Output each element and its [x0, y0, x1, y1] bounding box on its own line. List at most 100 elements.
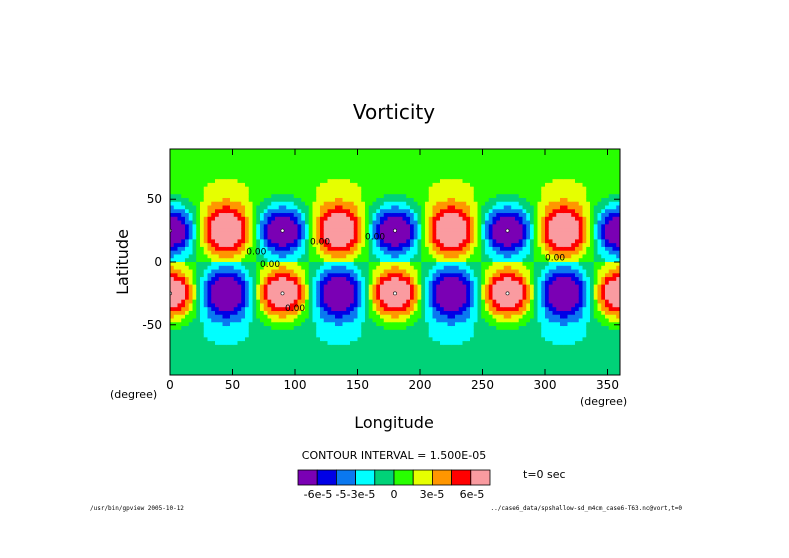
- heatmap-cell: [376, 295, 381, 301]
- heatmap-cell: [353, 213, 358, 218]
- heatmap-cell: [196, 310, 201, 316]
- heatmap-cell: [237, 216, 242, 221]
- heatmap-cell: [248, 348, 253, 353]
- heatmap-cell: [458, 337, 463, 342]
- heatmap-cell: [226, 371, 231, 375]
- heatmap-cell: [440, 209, 445, 214]
- heatmap-cell: [395, 228, 400, 233]
- heatmap-cell: [346, 280, 351, 285]
- heatmap-cell: [462, 190, 467, 195]
- heatmap-cell: [241, 333, 246, 338]
- heatmap-cell: [425, 337, 430, 342]
- heatmap-cell: [350, 160, 355, 165]
- heatmap-cell: [230, 348, 235, 353]
- heatmap-cell: [383, 333, 388, 338]
- heatmap-cell: [278, 367, 283, 372]
- heatmap-cell: [293, 367, 298, 372]
- heatmap-cell: [346, 243, 351, 248]
- heatmap-cell: [252, 167, 257, 172]
- heatmap-cell: [222, 337, 227, 342]
- heatmap-cell: [301, 284, 306, 289]
- heatmap-cell: [391, 194, 396, 199]
- heatmap-cell: [320, 243, 325, 248]
- heatmap-cell: [455, 243, 460, 248]
- heatmap-cell: [252, 179, 257, 184]
- heatmap-cell: [436, 228, 441, 233]
- heatmap-cell: [248, 307, 253, 312]
- heatmap-cell: [335, 243, 340, 248]
- heatmap-cell: [278, 359, 283, 365]
- heatmap-cell: [267, 280, 272, 285]
- heatmap-cell: [215, 213, 220, 218]
- heatmap-cell: [192, 288, 197, 293]
- heatmap-cell: [293, 160, 298, 165]
- heatmap-cell: [181, 310, 186, 316]
- heatmap-cell: [222, 356, 227, 361]
- heatmap-cell: [406, 307, 411, 312]
- heatmap-cell: [207, 239, 212, 244]
- heatmap-cell: [350, 265, 355, 270]
- heatmap-cell: [218, 269, 223, 274]
- heatmap-cell: [177, 356, 182, 361]
- heatmap-cell: [342, 175, 347, 180]
- heatmap-cell: [335, 341, 340, 346]
- heatmap-cell: [312, 182, 317, 188]
- heatmap-cell: [230, 352, 235, 357]
- heatmap-cell: [215, 356, 220, 361]
- heatmap-cell: [425, 333, 430, 338]
- heatmap-cell: [436, 258, 441, 263]
- heatmap-cell: [256, 284, 261, 289]
- heatmap-cell: [200, 363, 205, 368]
- heatmap-cell: [372, 171, 377, 176]
- heatmap-cell: [248, 175, 253, 180]
- heatmap-cell: [293, 171, 298, 176]
- heatmap-cell: [470, 152, 475, 157]
- heatmap-cell: [252, 235, 257, 240]
- heatmap-cell: [335, 216, 340, 221]
- heatmap-cell: [447, 246, 452, 252]
- heatmap-cell: [432, 186, 437, 191]
- heatmap-cell: [466, 341, 471, 346]
- heatmap-cell: [406, 182, 411, 188]
- heatmap-cell: [365, 269, 370, 274]
- heatmap-cell: [196, 194, 201, 199]
- heatmap-cell: [173, 258, 178, 263]
- heatmap-cell: [170, 160, 175, 165]
- heatmap-cell: [323, 329, 328, 334]
- heatmap-cell: [222, 273, 227, 278]
- heatmap-cell: [305, 314, 310, 319]
- heatmap-cell: [241, 205, 246, 210]
- heatmap-cell: [192, 246, 197, 252]
- heatmap-cell: [230, 194, 235, 199]
- heatmap-cell: [286, 265, 291, 270]
- heatmap-cell: [278, 164, 283, 169]
- heatmap-cell: [200, 160, 205, 165]
- heatmap-cell: [395, 167, 400, 172]
- heatmap-cell: [211, 156, 216, 161]
- heatmap-cell: [473, 254, 478, 259]
- heatmap-cell: [185, 269, 190, 274]
- heatmap-cell: [297, 224, 302, 229]
- heatmap-cell: [413, 299, 418, 304]
- heatmap-cell: [372, 314, 377, 319]
- heatmap-cell: [447, 348, 452, 353]
- heatmap-cell: [425, 269, 430, 274]
- heatmap-cell: [252, 262, 257, 267]
- heatmap-cell: [421, 239, 426, 244]
- heatmap-cell: [383, 292, 388, 297]
- heatmap-cell: [260, 284, 265, 289]
- heatmap-cell: [215, 322, 220, 327]
- heatmap-cell: [256, 303, 261, 308]
- heatmap-cell: [196, 186, 201, 191]
- heatmap-cell: [282, 310, 287, 316]
- heatmap-cell: [376, 164, 381, 169]
- heatmap-cell: [406, 322, 411, 327]
- heatmap-cell: [335, 194, 340, 199]
- heatmap-cell: [218, 359, 223, 365]
- heatmap-cell: [338, 194, 343, 199]
- heatmap-cell: [432, 149, 437, 154]
- heatmap-cell: [188, 201, 193, 206]
- heatmap-cell: [233, 262, 238, 267]
- heatmap-cell: [365, 318, 370, 323]
- heatmap-cell: [342, 228, 347, 233]
